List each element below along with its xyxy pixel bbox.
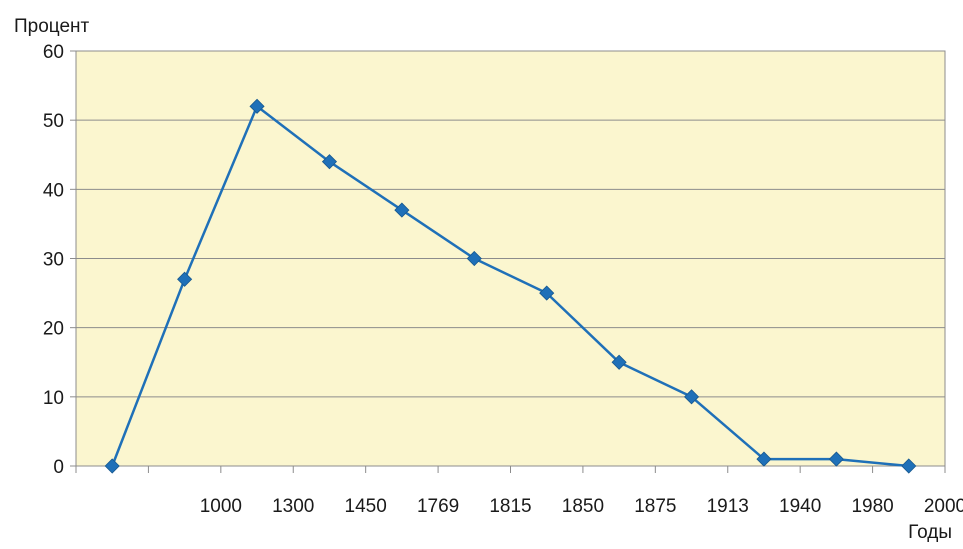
x-tick-label: 2000 (924, 496, 963, 517)
y-tick-label: 30 (43, 250, 64, 271)
y-tick-label: 40 (43, 180, 64, 201)
y-tick-label: 10 (43, 388, 64, 409)
x-tick-label: 1450 (345, 496, 387, 517)
data-point (539, 285, 555, 301)
y-tick-label: 50 (43, 111, 64, 132)
data-point (104, 458, 120, 474)
y-tick-labels: 0 10 20 30 40 50 60 (43, 42, 64, 478)
data-point (756, 451, 772, 467)
x-tick-label: 1300 (272, 496, 314, 517)
x-tick-label: 1980 (851, 496, 893, 517)
x-tick-label: 1769 (417, 496, 459, 517)
series-line (111, 105, 909, 468)
y-tick-label: 60 (43, 42, 64, 63)
data-point (394, 202, 410, 218)
y-tick-label: 20 (43, 319, 64, 340)
data-point (249, 98, 265, 114)
data-point (321, 154, 338, 170)
data-point (466, 250, 482, 267)
x-axis-title: Годы (908, 522, 952, 543)
y-tick-label: 0 (53, 457, 64, 478)
x-tick-label: 1875 (634, 496, 676, 517)
x-tick-labels: 1000 1300 1450 1769 1815 1850 1875 1913 1940 1980… (200, 496, 963, 517)
data-point (683, 389, 700, 405)
x-tick-label: 1850 (562, 496, 604, 517)
series-markers (104, 98, 917, 474)
x-tick-marks (75, 466, 946, 473)
x-tick-label: 1913 (707, 496, 749, 517)
data-point (828, 451, 844, 467)
data-point (901, 458, 917, 474)
data-point (611, 354, 627, 370)
data-point (177, 271, 193, 287)
x-tick-label: 1000 (200, 496, 242, 517)
x-tick-label: 1815 (489, 496, 531, 517)
y-axis-title: Процент (14, 16, 90, 37)
x-tick-label: 1940 (779, 496, 821, 517)
